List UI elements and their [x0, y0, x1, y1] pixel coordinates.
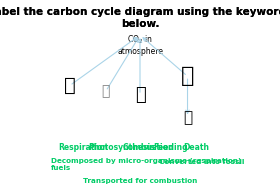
Text: Label the carbon cycle diagram using the keywords
below.: Label the carbon cycle diagram using the… [0, 7, 280, 29]
Text: Respiration: Respiration [58, 143, 108, 152]
Text: CO$_2$ in
atmosphere: CO$_2$ in atmosphere [117, 33, 163, 56]
Text: Decomposed by micro-organisms (respiration)
fuels: Decomposed by micro-organisms (respirati… [51, 158, 241, 171]
Text: Label the carbon cycle diagram using the keywords
below.: Label the carbon cycle diagram using the… [0, 7, 280, 29]
Text: 🚂: 🚂 [183, 110, 192, 125]
Text: Feeding: Feeding [153, 143, 188, 152]
Text: Transported for combustion: Transported for combustion [83, 178, 197, 184]
Text: Combustion: Combustion [123, 143, 174, 152]
Text: 🪦: 🪦 [102, 84, 110, 98]
Text: 🏭: 🏭 [64, 76, 76, 95]
Text: Photosynthesis: Photosynthesis [89, 143, 155, 152]
Text: 🌳: 🌳 [181, 66, 194, 86]
Text: 🐄: 🐄 [135, 86, 145, 104]
Text: Converted into fossil: Converted into fossil [159, 159, 244, 165]
Text: Death: Death [184, 143, 210, 152]
